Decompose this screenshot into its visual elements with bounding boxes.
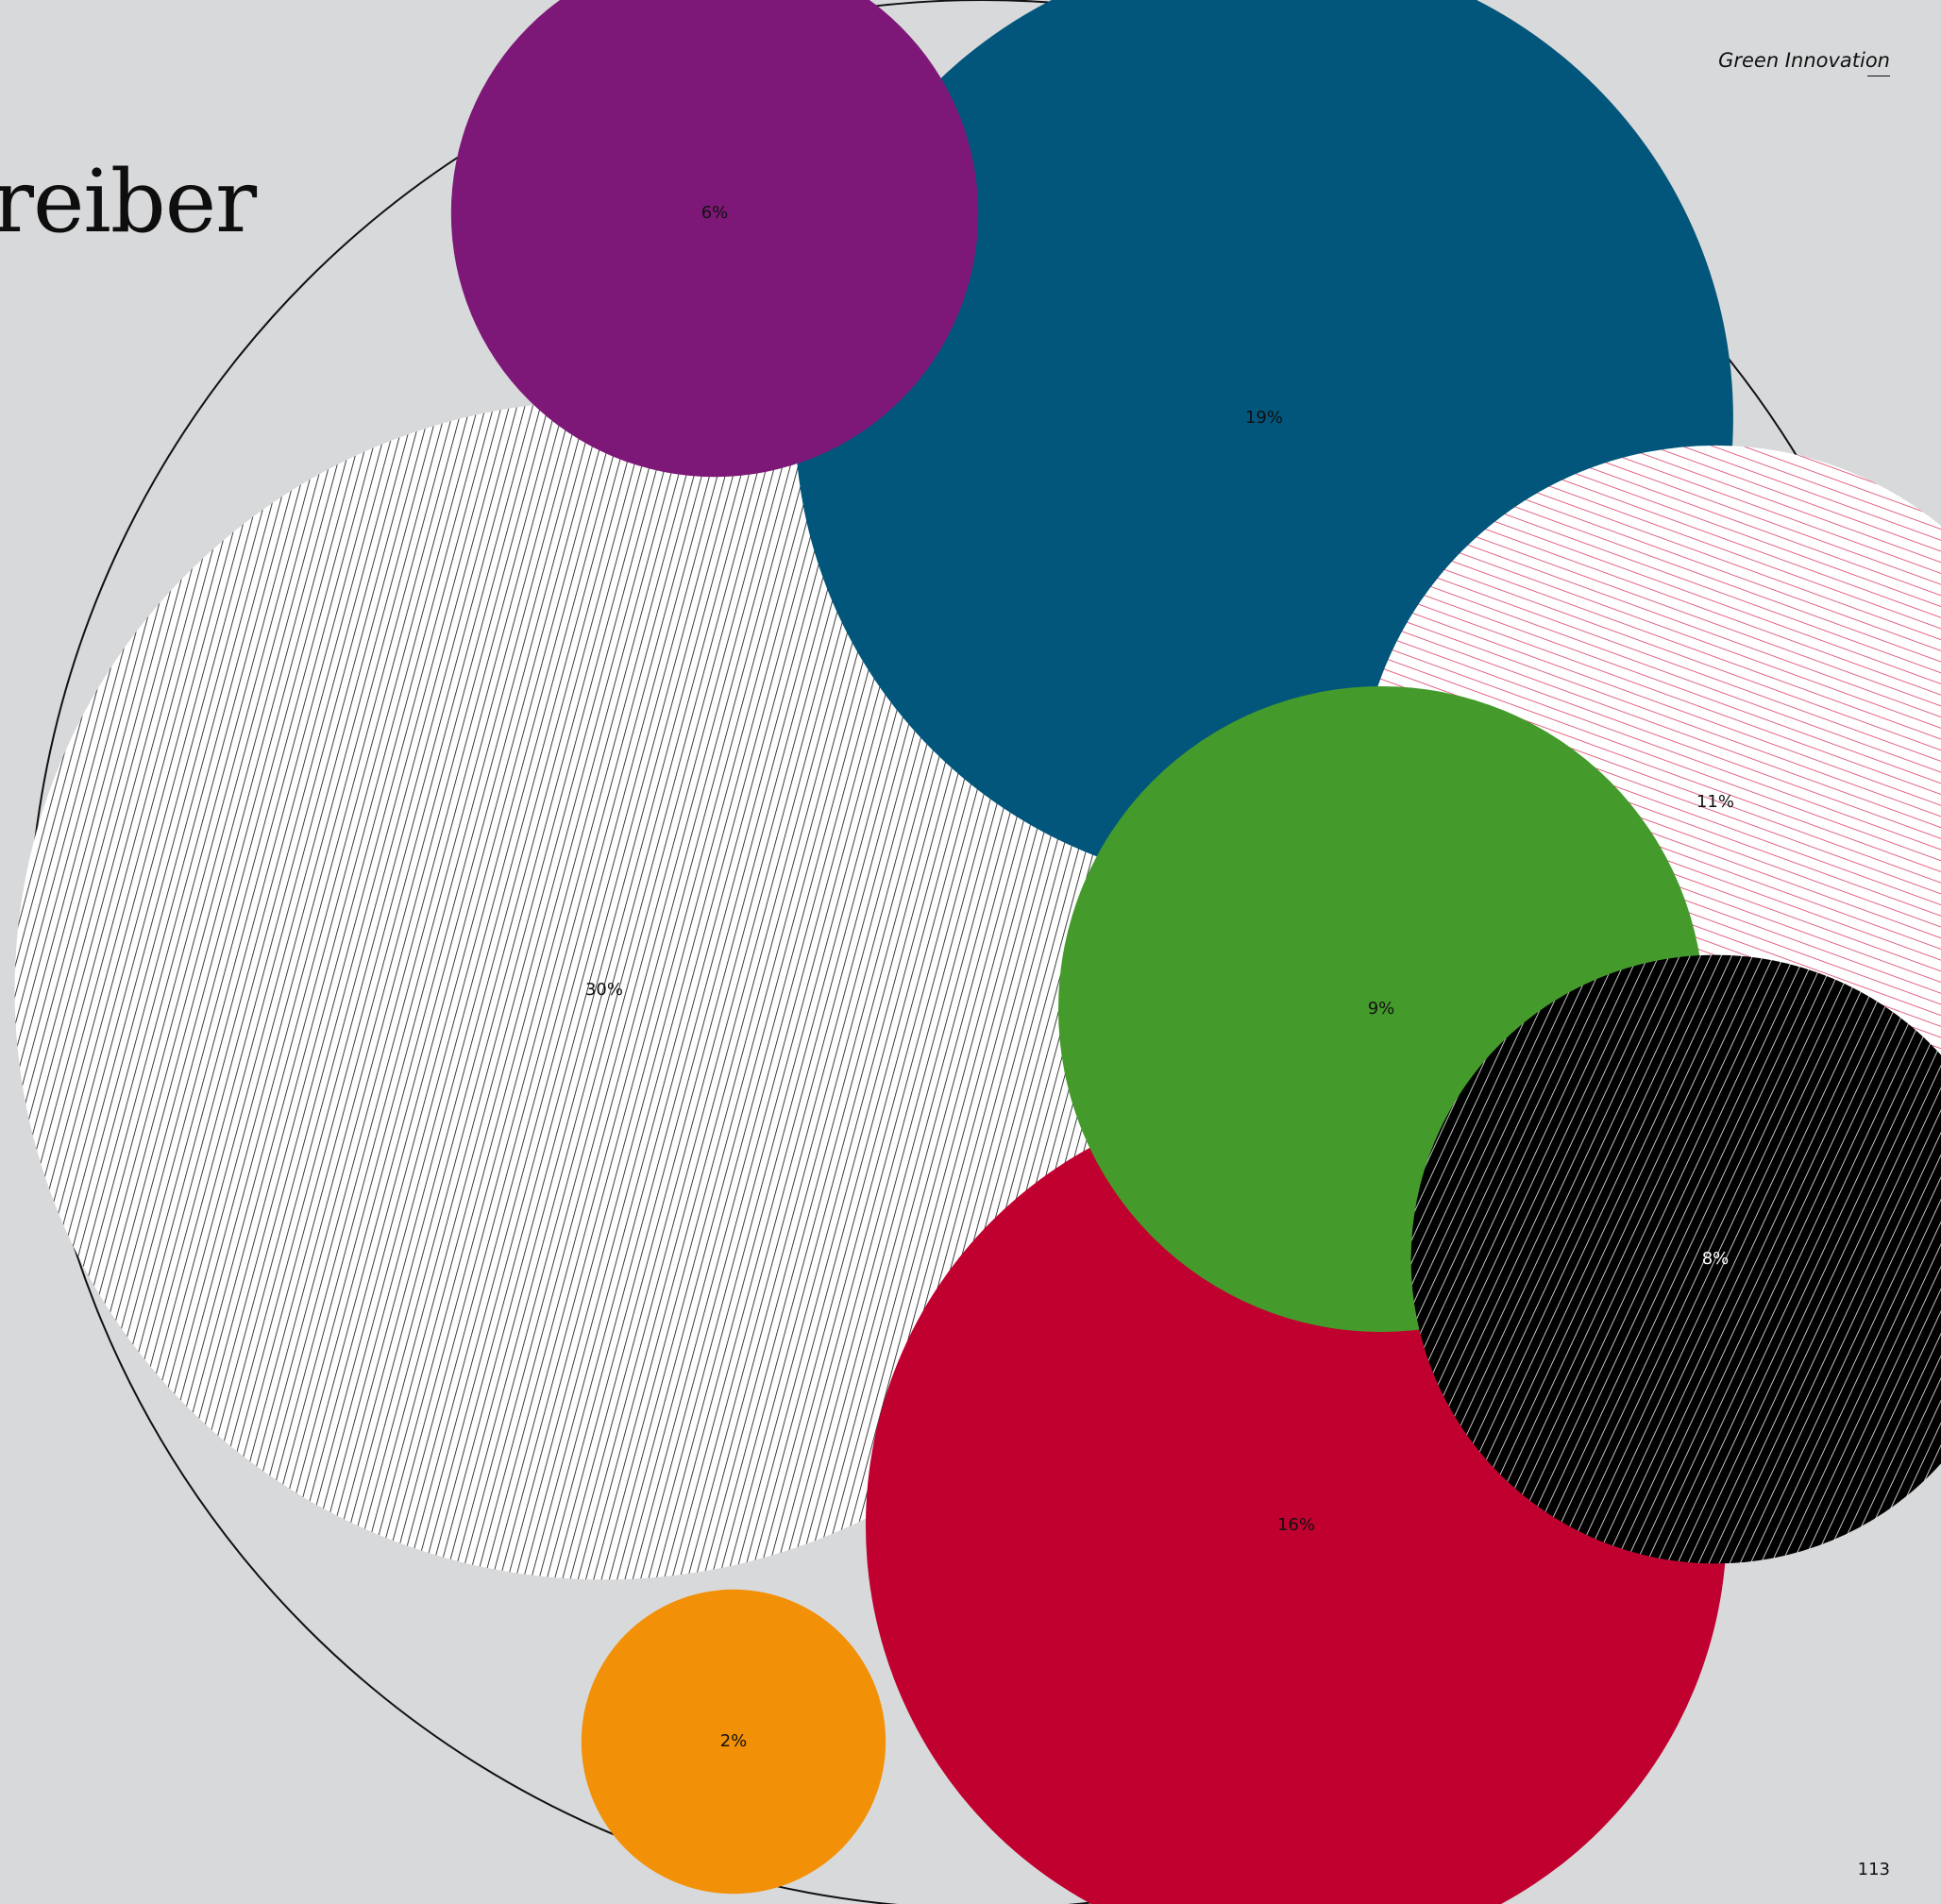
- bubble-label-19: 19%: [1245, 408, 1283, 428]
- bubble-8: [1410, 954, 1941, 1564]
- bubble-label-6: 6%: [701, 203, 729, 223]
- bubble-label-30: 30%: [585, 980, 623, 1000]
- page-title-fragment: reiber: [0, 151, 257, 252]
- bubble-label-11: 11%: [1696, 792, 1734, 812]
- bubble-label-16: 16%: [1277, 1515, 1315, 1535]
- bubble-group: 30% 19% 16% 11% 9% 8% 6% 2%: [14, 0, 1941, 1904]
- bubble-label-9: 9%: [1368, 999, 1395, 1019]
- bubble-6: [450, 0, 979, 478]
- page-number: 113: [1857, 1860, 1890, 1879]
- bubble-label-2: 2%: [720, 1731, 748, 1751]
- header-label: Green Innovation: [1718, 49, 1890, 72]
- bubble-label-8: 8%: [1702, 1249, 1730, 1269]
- bubble-2: [581, 1589, 886, 1895]
